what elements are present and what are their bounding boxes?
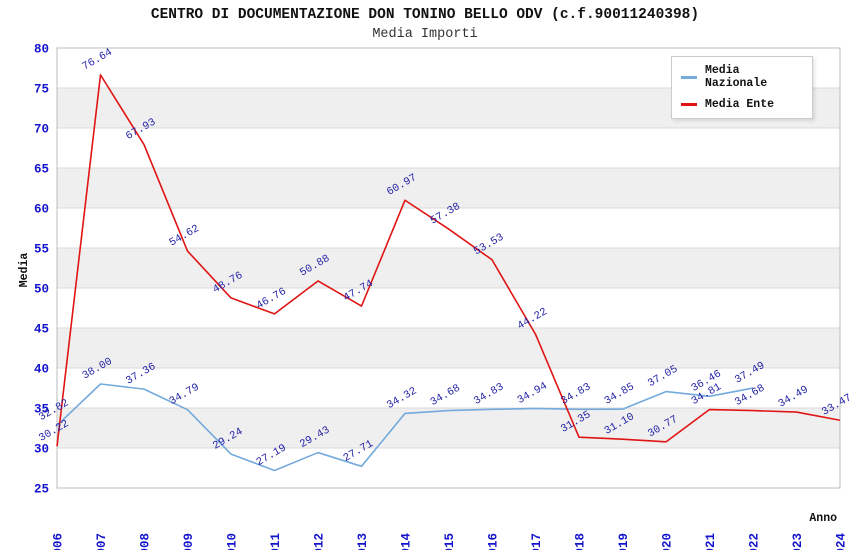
legend: Media Nazionale Media Ente [671, 56, 813, 119]
series-line-media-ente [56, 74, 841, 447]
x-tick-label: 2013 [356, 533, 370, 550]
x-tick-label: 2012 [313, 533, 327, 550]
x-tick-label: 2010 [226, 533, 240, 550]
y-tick-label: 70 [34, 123, 49, 137]
y-tick-label: 75 [34, 83, 49, 97]
x-tick-label: 2019 [617, 533, 631, 550]
legend-swatch-media-nazionale [681, 75, 697, 79]
y-tick-label: 55 [34, 243, 49, 257]
y-tick-label: 30 [34, 443, 49, 457]
x-tick-label: 2018 [574, 533, 588, 550]
x-tick-label: 2023 [791, 533, 805, 550]
y-tick-label: 50 [34, 283, 49, 297]
x-tick-label: 2022 [748, 533, 762, 550]
x-tick-label: 2016 [487, 533, 501, 550]
legend-label-media-ente: Media Ente [705, 98, 775, 111]
x-tick-label: 2024 [835, 533, 849, 550]
legend-item-media-nazionale: Media Nazionale [681, 64, 803, 90]
y-tick-label: 45 [34, 323, 49, 337]
x-tick-label: 2014 [400, 533, 414, 550]
legend-label-media-nazionale: Media Nazionale [705, 64, 768, 90]
grid-band [57, 128, 840, 168]
x-tick-label: 2017 [530, 533, 544, 550]
x-tick-label: 2021 [704, 533, 718, 550]
grid-band [57, 368, 840, 408]
x-tick-label: 2006 [52, 533, 66, 550]
grid-band [57, 168, 840, 208]
x-tick-label: 2008 [139, 533, 153, 550]
y-tick-label: 65 [34, 163, 49, 177]
x-tick-label: 2015 [443, 533, 457, 550]
x-tick-label: 2009 [182, 533, 196, 550]
y-tick-label: 40 [34, 363, 49, 377]
x-axis-title: Anno [809, 512, 837, 525]
grid-band [57, 208, 840, 248]
chart-title: CENTRO DI DOCUMENTAZIONE DON TONINO BELL… [150, 7, 700, 23]
grid-band [57, 288, 840, 328]
y-tick-label: 80 [34, 43, 49, 57]
x-tick-label: 2011 [269, 533, 283, 550]
chart-subtitle: Media Importi [372, 27, 478, 42]
y-tick-label: 35 [34, 403, 49, 417]
grid-band [57, 408, 840, 448]
legend-swatch-media-ente [681, 103, 697, 106]
plot-border [56, 47, 841, 489]
grid-band [57, 248, 840, 288]
grid-band [57, 328, 840, 368]
x-tick-label: 2020 [661, 533, 675, 550]
series-line-media-nazionale [56, 383, 754, 472]
legend-item-media-ente: Media Ente [681, 98, 803, 111]
y-axis-title: Media [18, 253, 31, 288]
y-tick-label: 25 [34, 483, 49, 497]
y-tick-label: 60 [34, 203, 49, 217]
x-tick-label: 2007 [95, 533, 109, 550]
grid-band [57, 448, 840, 488]
